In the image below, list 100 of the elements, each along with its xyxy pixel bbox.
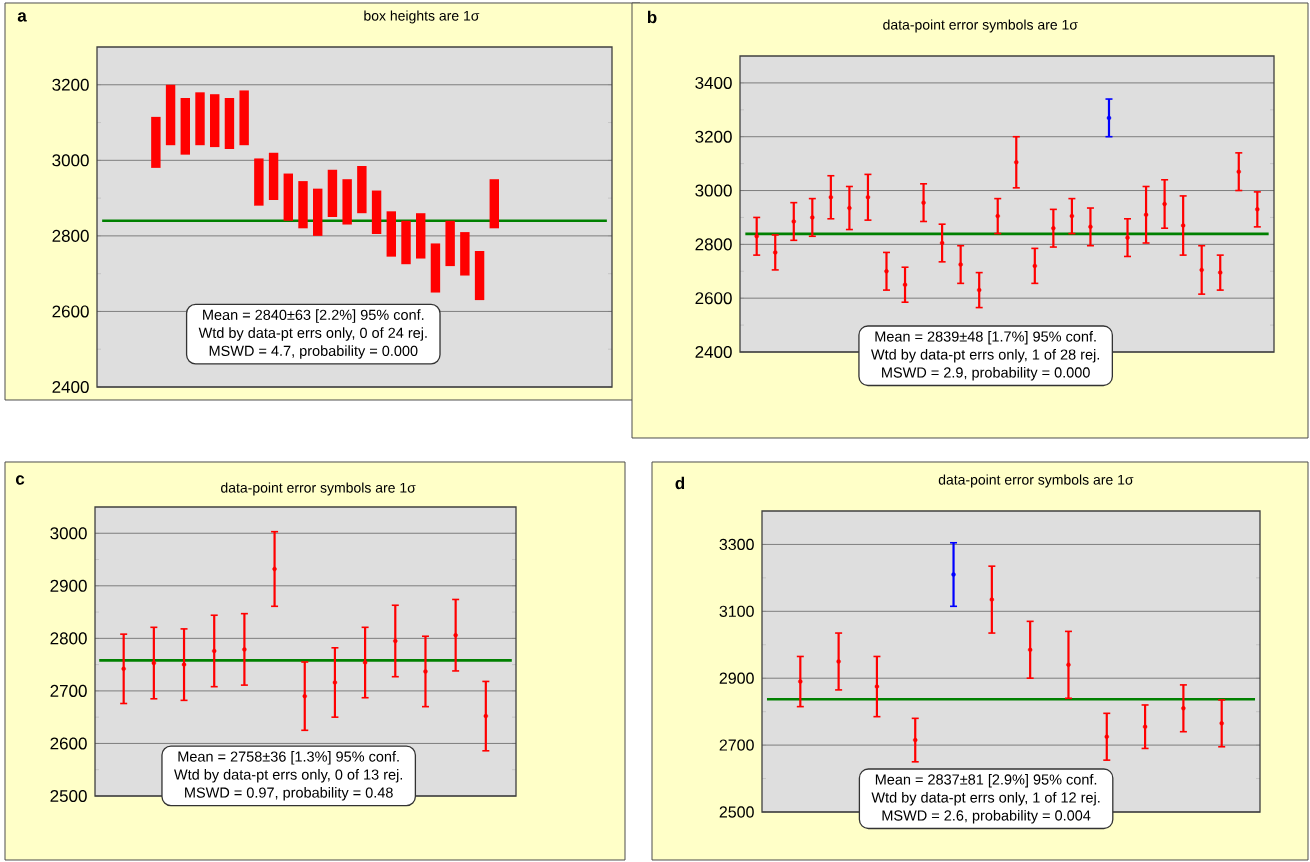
annotation: MSWD = 4.7, probability = 0.000 [209,345,418,359]
point [828,195,834,200]
point [121,666,126,672]
y-tick-label: 2500 [719,806,754,818]
point [453,633,458,638]
bar [224,97,235,149]
y-tick-label: 2400 [52,380,89,394]
point [754,234,759,239]
bar [445,220,455,267]
bar [474,250,485,301]
y-tick-label: 2800 [695,238,732,251]
chart-title: data-point error symbols are 1σ [938,474,1134,488]
y-tick-label: 3200 [52,78,89,91]
point [212,648,217,654]
point [1180,223,1186,228]
bar [357,165,367,214]
point [1218,270,1223,275]
point [1181,706,1186,711]
bar [268,152,279,200]
annotation: Mean = 2837±81 [2.9%] 95% conf. [875,773,1097,788]
point [902,282,908,287]
point [773,250,778,255]
point [874,684,880,689]
point [1162,201,1167,207]
text: a [17,12,27,22]
point [1069,213,1075,219]
point [272,566,277,572]
point [362,660,368,665]
annotation: Mean = 2839±48 [1.7%] 95% conf. [875,331,1096,345]
bar [313,188,323,236]
bar [283,173,293,221]
bar [489,179,499,229]
point [913,737,918,743]
point [989,597,995,602]
annotation: MSWD = 2.6, probability = 0.004 [882,809,1091,824]
y-tick-label: 2600 [52,305,89,318]
bar [151,116,161,168]
bar [327,169,338,217]
point [976,287,982,293]
bar [165,84,176,146]
annotation: Mean = 2758±36 [1.3%] 95% conf. [178,751,399,765]
point [995,213,1000,219]
point [958,262,963,267]
point [939,240,945,246]
y-tick-label: 2900 [50,579,87,592]
bar [371,190,382,234]
chart-title: data-point error symbols are 1σ [883,19,1078,33]
bar [254,158,264,206]
point [921,200,926,205]
bar [239,90,249,146]
point [302,693,307,699]
y-tick-label: 2900 [719,672,754,684]
annotation: Wtd by data-pt errs only, 1 of 28 rej. [871,349,1100,363]
point [423,669,428,674]
point [1125,235,1130,240]
point [847,205,852,211]
point [1143,212,1149,217]
point [1219,721,1224,726]
point [791,219,796,224]
point [1032,263,1038,269]
point [483,713,489,719]
y-tick-label: 2600 [50,737,87,750]
point [865,195,871,200]
bar [416,213,426,259]
annotation: Wtd by data-pt errs only, 1 of 12 rej. [871,791,1100,806]
point [332,680,338,685]
y-tick-label: 2700 [50,684,87,697]
y-tick-label: 2400 [695,345,732,359]
annotation: Mean = 2840±63 [2.2%] 95% conf. [203,309,424,323]
y-tick-label: 3100 [719,605,754,617]
chart-title: data-point error symbols are 1σ [221,482,416,496]
point [181,662,187,667]
point [1104,734,1109,739]
y-tick-label: 3000 [50,527,87,540]
point [1014,160,1019,165]
y-tick-label: 3200 [695,130,732,143]
bar [342,179,352,225]
point [1106,115,1112,121]
point [242,647,247,652]
point [1066,662,1071,668]
point [393,638,398,644]
bar [298,181,308,229]
point [1142,724,1148,729]
text: MSWD = 2.9, probability = 0.000 [882,367,1090,381]
y-tick-label: 2600 [695,292,732,305]
point [884,269,889,274]
point [1088,224,1093,230]
point [836,659,841,664]
text: b [647,10,657,24]
bar [180,97,190,155]
point [1199,267,1204,273]
annotation: Wtd by data-pt errs only, 0 of 24 rej. [198,327,427,341]
bar [195,92,205,146]
point [151,660,157,666]
point [810,215,815,220]
bar [210,94,220,148]
y-tick-label: 2800 [50,632,87,645]
y-tick-label: 3300 [719,538,754,551]
annotation: MSWD = 0.97, probability = 0.48 [185,787,393,801]
y-tick-label: 3000 [695,184,732,197]
